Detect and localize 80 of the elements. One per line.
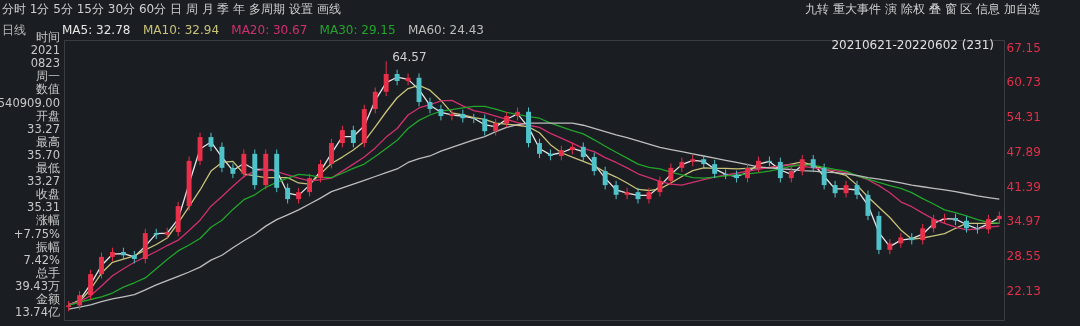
y-tick-label: 41.39 bbox=[1006, 179, 1041, 194]
text: +7.75% bbox=[13, 226, 61, 241]
candlestick bbox=[668, 163, 674, 186]
candlestick bbox=[438, 104, 444, 121]
text: 涨幅 bbox=[36, 213, 60, 228]
text: 7.42% bbox=[23, 252, 61, 267]
text: MA60: 24.43 bbox=[407, 23, 484, 37]
candlestick bbox=[88, 269, 94, 300]
candlestick bbox=[821, 163, 827, 190]
legend-title: 日线 bbox=[2, 23, 26, 37]
y-tick-label: 28.55 bbox=[1006, 249, 1041, 264]
text: 33.27 bbox=[27, 174, 60, 189]
text: MA30: 29.15 bbox=[319, 23, 396, 37]
candlestick bbox=[591, 152, 597, 176]
candlestick bbox=[613, 180, 619, 200]
candlestick bbox=[241, 149, 247, 179]
candlestick bbox=[799, 154, 805, 176]
candlestick bbox=[405, 72, 411, 86]
candlestick bbox=[339, 125, 345, 148]
candlestick bbox=[887, 238, 893, 255]
text: 2021 bbox=[30, 43, 60, 58]
candlestick bbox=[219, 142, 225, 173]
candlestick bbox=[99, 252, 104, 279]
candlestick bbox=[307, 173, 312, 197]
candlestick bbox=[865, 190, 871, 221]
text: 振幅 bbox=[36, 239, 60, 254]
candlestick bbox=[745, 163, 750, 183]
text: MA10: 32.94 bbox=[143, 23, 220, 37]
text: 数值 bbox=[36, 82, 60, 97]
y-tick-label: 60.73 bbox=[1006, 75, 1041, 90]
text: 分时 1分 5分 15分 30分 60分 日 周 月 季 年 多周期 设置 画线 bbox=[2, 2, 341, 16]
text: 0823 bbox=[30, 56, 60, 71]
candlestick bbox=[482, 113, 488, 136]
candlestick bbox=[657, 175, 663, 197]
text: MA20: 30.67 bbox=[231, 23, 308, 37]
candlestick bbox=[230, 163, 236, 179]
text: 周一 bbox=[36, 69, 60, 84]
candlestick bbox=[318, 159, 323, 183]
text: 最低 bbox=[36, 161, 60, 175]
text: 最高 bbox=[36, 134, 60, 149]
candlestick bbox=[843, 180, 849, 199]
y-tick-label: 47.89 bbox=[1006, 144, 1041, 159]
candlestick bbox=[350, 125, 356, 148]
annotation: 20210621-20220602 (231) bbox=[831, 38, 994, 52]
candlestick bbox=[580, 142, 586, 162]
text: 时间 bbox=[36, 30, 60, 44]
candlestick bbox=[537, 138, 542, 159]
y-tick-label: 22.13 bbox=[1006, 283, 1041, 298]
y-tick-label: 34.97 bbox=[1006, 214, 1041, 229]
y-tick-label: 67.15 bbox=[1006, 40, 1041, 55]
candlestick bbox=[197, 132, 203, 166]
candlestick bbox=[602, 166, 608, 190]
text: 39.43万 bbox=[15, 278, 60, 293]
candlestick bbox=[77, 290, 83, 311]
candlestick bbox=[777, 157, 783, 183]
text: 13.74亿 bbox=[15, 305, 60, 320]
text: 35.31 bbox=[27, 200, 60, 215]
text: 33.27 bbox=[27, 121, 60, 136]
candlestick bbox=[449, 109, 455, 121]
candlestick bbox=[328, 138, 334, 169]
candlestick bbox=[712, 159, 718, 179]
candlestick bbox=[372, 86, 378, 114]
candlestick bbox=[974, 223, 980, 235]
candlestick bbox=[985, 214, 991, 235]
candlestick bbox=[624, 187, 630, 200]
candlestick bbox=[723, 168, 729, 180]
text: 开盘 bbox=[36, 108, 60, 123]
text: 总手 bbox=[35, 265, 60, 280]
candlestick bbox=[832, 180, 838, 199]
candlestick bbox=[920, 223, 926, 245]
text: 35.70 bbox=[27, 147, 60, 162]
candlestick bbox=[383, 60, 389, 97]
candlestick bbox=[394, 69, 400, 86]
text: 九转 重大事件 演 除权 叠 窗 区 信息 加自选 bbox=[805, 2, 1040, 16]
candlestick bbox=[285, 183, 291, 204]
annotation: 64.57 bbox=[392, 50, 427, 65]
text: 收盘 bbox=[36, 187, 60, 202]
text: 金额 bbox=[36, 292, 60, 306]
text: MA5: 32.78 bbox=[62, 23, 131, 37]
y-tick-label: 54.31 bbox=[1006, 110, 1041, 125]
